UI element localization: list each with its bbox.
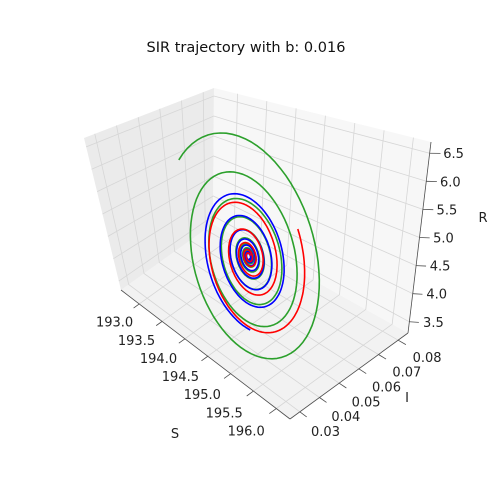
floor-pane	[121, 224, 408, 419]
x-axis-label: S	[171, 427, 179, 442]
y-axis-label: I	[405, 391, 409, 406]
grid-line-x	[207, 115, 326, 357]
x-axis-line	[120, 289, 291, 420]
y-tick-label: 0.08	[413, 351, 442, 366]
trajectory-line	[208, 201, 306, 334]
x-tick-label: 194.0	[140, 352, 177, 367]
z-tick-label: 4.5	[430, 260, 451, 275]
grid-line-y	[159, 108, 360, 370]
y-tick-label: 0.05	[352, 395, 381, 410]
trajectory-lines	[178, 132, 321, 360]
grid-line-x	[230, 122, 356, 375]
grid-line-y	[137, 117, 340, 384]
grid-line-z	[91, 115, 427, 182]
z-tick-label: 6.0	[440, 175, 461, 190]
z-tick-label: 6.5	[443, 147, 464, 162]
grid-line-z	[86, 95, 430, 154]
grid-line-x	[253, 130, 385, 392]
z-tick	[409, 321, 419, 323]
z-tick-label: 5.5	[437, 203, 458, 218]
x-tick	[201, 355, 209, 362]
x-tick-label: 195.5	[206, 406, 243, 421]
grid-line-y	[94, 133, 301, 413]
y-tick	[299, 411, 307, 418]
y-tick	[397, 339, 407, 345]
x-tick-label: 193.0	[96, 316, 133, 331]
y-tick	[338, 382, 347, 389]
grid-line-z	[113, 195, 413, 295]
z-tick	[412, 293, 423, 295]
z-tick-label: 3.5	[423, 316, 444, 331]
back-pane	[213, 88, 431, 333]
x-tick-label: 194.5	[162, 370, 199, 385]
x-tick	[155, 321, 163, 326]
x-tick	[269, 408, 277, 414]
x-tick	[223, 373, 231, 379]
x-tick-label: 195.0	[184, 388, 221, 403]
x-tick	[246, 390, 254, 397]
y-tick-label: 0.03	[311, 425, 340, 440]
grid-line-z	[102, 155, 420, 238]
y-tick	[319, 397, 327, 403]
y-tick-label: 0.07	[392, 366, 421, 381]
z-tick-label: 4.0	[426, 288, 447, 303]
x-tick-label: 193.5	[118, 334, 155, 349]
y-tick-label: 0.06	[372, 380, 401, 395]
grid-line-y	[116, 125, 320, 398]
x-tick	[178, 338, 186, 344]
chart-title: SIR trajectory with b: 0.016	[147, 40, 346, 56]
grid-line-x	[276, 137, 414, 409]
y-tick	[378, 354, 387, 360]
x-tick	[133, 303, 140, 309]
grid-line-x	[184, 108, 297, 340]
y-axis-line	[289, 332, 409, 420]
z-axis-label: R	[478, 211, 487, 226]
y-tick-label: 0.04	[331, 410, 360, 425]
z-tick-label: 5.0	[433, 232, 454, 247]
x-tick-label: 196.0	[228, 425, 265, 440]
y-tick	[358, 368, 367, 374]
trajectory-line	[204, 192, 285, 331]
grid-line-z	[96, 135, 424, 210]
